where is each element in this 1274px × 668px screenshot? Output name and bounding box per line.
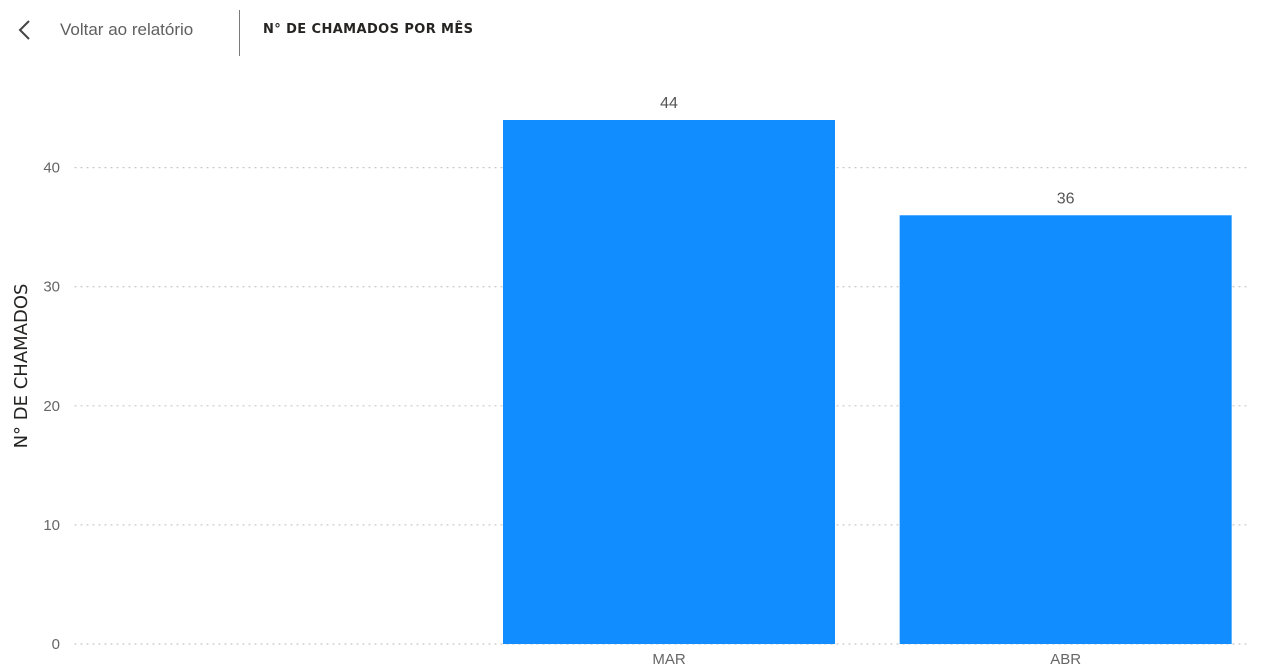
bar-abr[interactable] <box>899 215 1232 645</box>
y-tick-label: 40 <box>43 160 60 177</box>
header-divider <box>239 10 240 56</box>
bars <box>503 120 1232 645</box>
y-axis-title: N° DE CHAMADOS <box>11 284 32 449</box>
y-tick-label: 20 <box>43 398 60 415</box>
labels: 0 10 20 30 40 44 MAR 36 ABR <box>43 95 1081 668</box>
bar-mar[interactable] <box>503 120 835 644</box>
page-title: N° DE CHAMADOS POR MÊS <box>263 22 474 37</box>
y-tick-label: 30 <box>43 279 60 296</box>
chevron-left-icon <box>18 20 30 40</box>
data-label: 36 <box>1057 190 1075 207</box>
top-bar: Voltar ao relatório N° DE CHAMADOS POR M… <box>0 0 1274 62</box>
x-category-label: ABR <box>1050 651 1081 668</box>
y-tick-label: 10 <box>43 517 60 534</box>
y-tick-label: 0 <box>52 636 60 653</box>
x-category-label: MAR <box>652 651 686 668</box>
back-button-label: Voltar ao relatório <box>60 20 194 39</box>
back-to-report-button[interactable]: Voltar ao relatório <box>14 12 193 48</box>
data-label: 44 <box>660 95 678 112</box>
